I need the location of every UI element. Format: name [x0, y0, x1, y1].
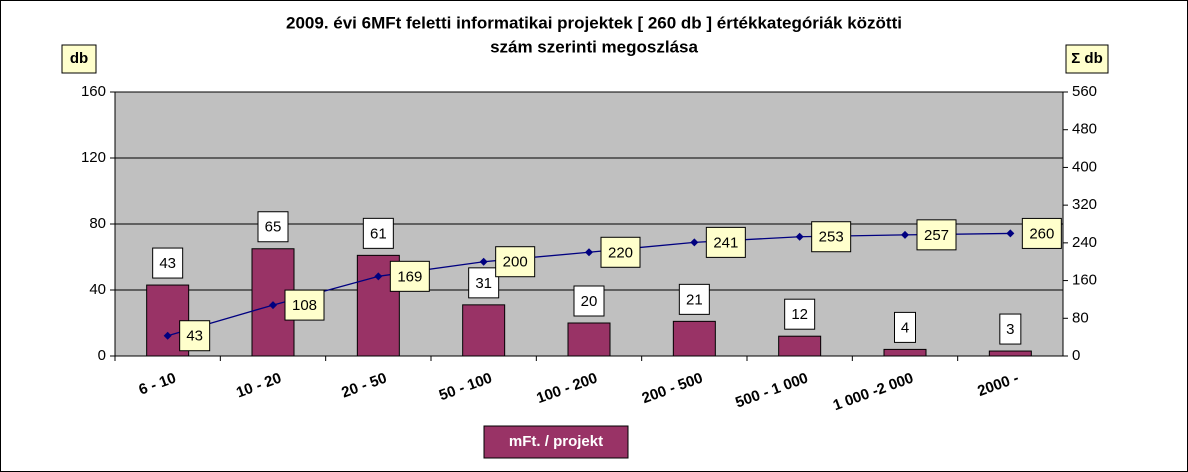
- bar-value-label: 4: [901, 319, 909, 336]
- line-marker: [374, 272, 383, 281]
- line-value-label-box: [389, 260, 430, 292]
- bar: [778, 335, 822, 357]
- bar: [988, 350, 1032, 357]
- line-value-label-box: [600, 236, 641, 268]
- line-marker: [163, 331, 172, 340]
- y2-tick-label: 0: [1072, 347, 1080, 364]
- line-marker: [901, 230, 909, 239]
- x-axis-label: mFt. / projekt: [509, 433, 603, 450]
- line-marker: [795, 232, 804, 241]
- bar-value-label-box: [468, 267, 500, 299]
- y2-label-box: [1065, 44, 1109, 74]
- line-marker: [585, 248, 593, 257]
- bar: [883, 348, 927, 357]
- y2-tick-label: 160: [1072, 272, 1097, 289]
- y-label-box: [61, 44, 97, 74]
- bar-value-label-box: [362, 217, 394, 249]
- y2-tick-label: 320: [1072, 196, 1097, 213]
- bar-value-label: 43: [159, 255, 176, 272]
- chart-title: 2009. évi 6MFt feletti informatikai proj…: [286, 13, 902, 32]
- line-value-label: 260: [1029, 225, 1054, 242]
- bar-value-label-box: [894, 311, 916, 343]
- bar-value-label: 31: [475, 275, 492, 292]
- y-tick-label: 120: [81, 149, 106, 166]
- bar-value-label-box: [257, 211, 289, 243]
- y-tick-label: 40: [89, 281, 106, 298]
- line-value-label: 169: [397, 268, 422, 285]
- bar: [672, 320, 716, 357]
- bar-value-label-box: [999, 313, 1022, 345]
- y2-tick-label: 560: [1072, 83, 1097, 100]
- line-value-label-box: [811, 221, 852, 253]
- bar-value-label: 20: [581, 293, 598, 310]
- y2-tick-label: 400: [1072, 158, 1097, 175]
- bar-value-label: 12: [791, 306, 808, 323]
- y-axis-label: db: [70, 50, 88, 67]
- line-value-label-box: [916, 219, 957, 251]
- line-value-label-box: [284, 289, 325, 321]
- line-marker: [479, 257, 488, 266]
- x-label-box: [483, 425, 629, 459]
- bar: [567, 322, 611, 357]
- y2-tick-label: 480: [1072, 121, 1097, 138]
- line-value-label-box: [705, 226, 746, 258]
- line-value-label: 253: [819, 229, 844, 246]
- line-value-label: 241: [713, 234, 738, 251]
- line-value-label: 200: [503, 254, 528, 271]
- bar-value-label: 21: [686, 291, 703, 308]
- bar-value-label: 3: [1006, 321, 1014, 338]
- line-value-label: 108: [292, 297, 317, 314]
- bar-value-label-box: [152, 247, 184, 279]
- line-value-label-box: [1021, 217, 1062, 249]
- y-tick-label: 80: [89, 215, 106, 232]
- y2-tick-label: 240: [1072, 234, 1097, 251]
- bar-value-label-box: [784, 298, 816, 330]
- line-value-label: 43: [186, 328, 203, 345]
- y2-tick-label: 80: [1072, 309, 1089, 326]
- line-marker: [269, 301, 277, 310]
- y-tick-label: 0: [98, 347, 106, 364]
- bar-value-label: 65: [265, 219, 282, 236]
- line-marker: [1006, 229, 1015, 238]
- y2-axis-label: Σ db: [1071, 50, 1103, 67]
- line-value-label-box: [495, 246, 536, 278]
- bar-value-label-box: [573, 285, 605, 317]
- line-value-label-box: [179, 320, 211, 352]
- line-marker: [690, 238, 699, 247]
- bar-value-label-box: [678, 283, 710, 315]
- bar-value-label: 61: [370, 225, 387, 242]
- line-value-label: 220: [608, 244, 633, 261]
- y-tick-label: 160: [81, 83, 106, 100]
- chart-title: szám szerinti megoszlása: [490, 37, 698, 56]
- line-value-label: 257: [924, 227, 949, 244]
- bar: [462, 304, 506, 357]
